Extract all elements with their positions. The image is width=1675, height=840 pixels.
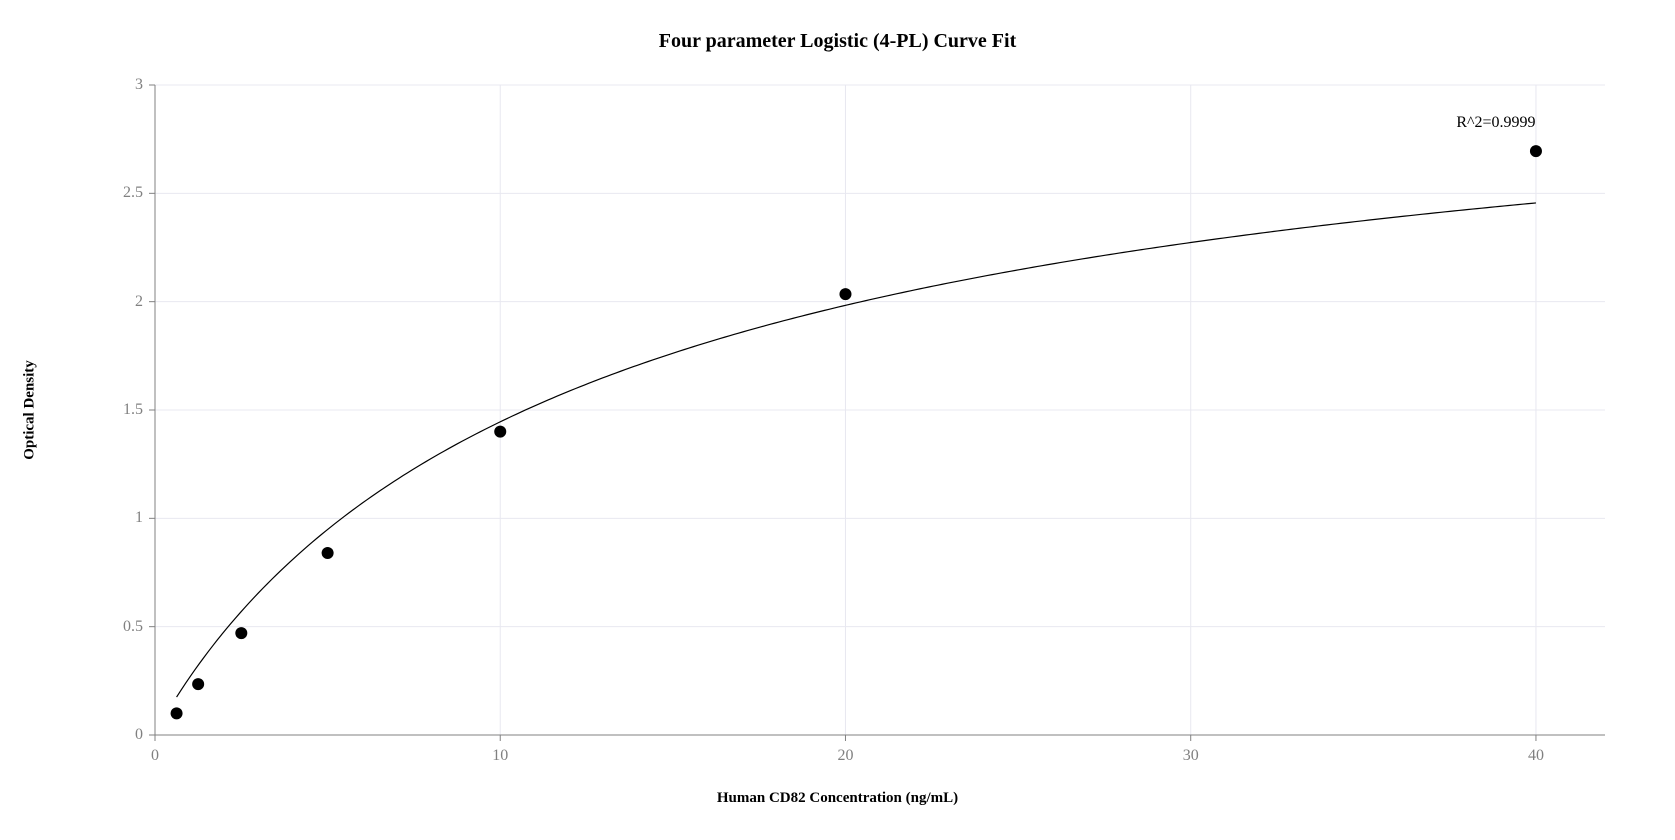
x-tick-label: 20 (837, 747, 853, 765)
y-tick-label: 3 (135, 76, 143, 94)
data-point-marker (839, 288, 851, 300)
y-tick-label: 1 (135, 509, 143, 527)
x-tick-label: 30 (1183, 747, 1199, 765)
data-point-marker (1530, 145, 1542, 157)
data-point-marker (171, 707, 183, 719)
y-tick-label: 0.5 (123, 618, 143, 636)
x-tick-label: 0 (151, 747, 159, 765)
y-tick-label: 2 (135, 293, 143, 311)
r-squared-annotation: R^2=0.9999 (1456, 114, 1535, 132)
y-tick-label: 2.5 (123, 184, 143, 202)
data-point-marker (494, 426, 506, 438)
y-tick-label: 1.5 (123, 401, 143, 419)
x-tick-label: 10 (492, 747, 508, 765)
data-point-marker (322, 547, 334, 559)
chart-svg (0, 0, 1675, 840)
data-point-marker (192, 678, 204, 690)
data-point-marker (235, 627, 247, 639)
x-tick-label: 40 (1528, 747, 1544, 765)
chart-container: Four parameter Logistic (4-PL) Curve Fit… (0, 0, 1675, 840)
y-tick-label: 0 (135, 726, 143, 744)
